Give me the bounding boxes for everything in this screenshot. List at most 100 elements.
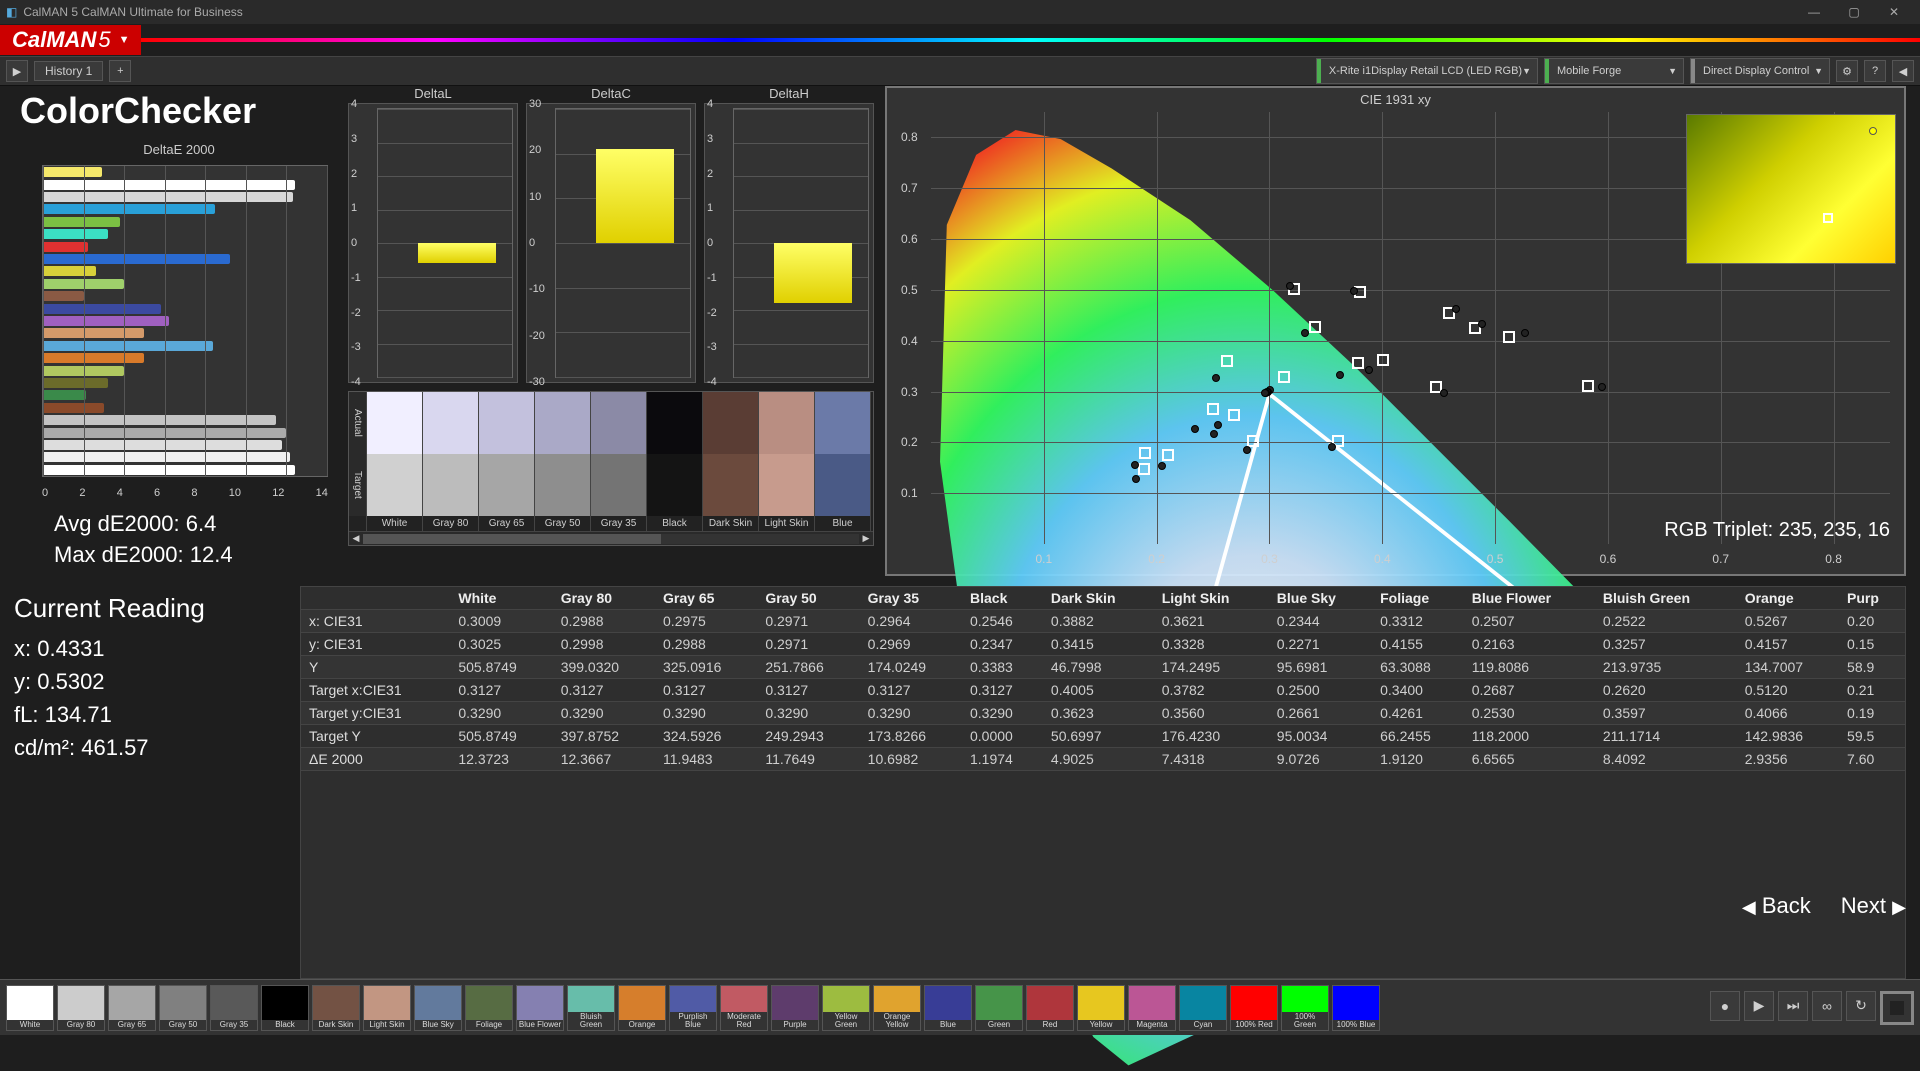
scroll-left-icon[interactable]: ◀	[349, 533, 363, 544]
cie-measured	[1336, 371, 1344, 379]
cie-target	[1582, 380, 1594, 392]
bottom-swatch[interactable]: Purple	[771, 985, 819, 1031]
bottom-swatch[interactable]: 100% Green	[1281, 985, 1329, 1031]
swatch-scrollbar[interactable]: ◀ ▶	[349, 531, 873, 545]
display-status-bar	[1691, 59, 1695, 83]
record-button[interactable]: ●	[1710, 991, 1740, 1021]
cie-measured	[1261, 389, 1269, 397]
bottom-swatch[interactable]: Foliage	[465, 985, 513, 1031]
brand-menu-icon: ▼	[119, 34, 130, 46]
swatch-target	[479, 454, 535, 516]
help-button[interactable]: ?	[1864, 60, 1886, 82]
bottom-swatch[interactable]: Cyan	[1179, 985, 1227, 1031]
deltal-title: DeltaL	[348, 86, 518, 101]
stop-button[interactable]	[1880, 991, 1914, 1025]
back-button[interactable]: ◀ Back	[1742, 893, 1811, 919]
bottom-swatch[interactable]: Gray 65	[108, 985, 156, 1031]
bottom-swatch[interactable]: Green	[975, 985, 1023, 1031]
cie-measured	[1212, 374, 1220, 382]
expand-button[interactable]: ◀	[1892, 60, 1914, 82]
deltae-bar	[43, 304, 161, 314]
minimize-button[interactable]: —	[1794, 5, 1834, 19]
main-content: ColorChecker DeltaE 2000 02468101214 Avg…	[0, 86, 1920, 979]
deltah-title: DeltaH	[704, 86, 874, 101]
max-value: 12.4	[190, 542, 233, 567]
bottom-swatch[interactable]: Blue Flower	[516, 985, 564, 1031]
skip-button[interactable]: ⏭	[1778, 991, 1808, 1021]
bottom-swatch[interactable]: Blue	[924, 985, 972, 1031]
table-row: y: CIE310.30250.29980.29880.29710.29690.…	[301, 633, 1905, 656]
table-row: Target Y505.8749397.8752324.5926249.2943…	[301, 725, 1905, 748]
bottom-swatch[interactable]: Dark Skin	[312, 985, 360, 1031]
swatch-caption: Gray 80	[423, 516, 479, 531]
cie-target	[1352, 357, 1364, 369]
app-logo[interactable]: CalMAN 5 ▼	[0, 25, 141, 55]
bottom-swatch[interactable]: Gray 80	[57, 985, 105, 1031]
display-dropdown[interactable]: Direct Display Control ▼	[1690, 58, 1830, 84]
cie-measured	[1350, 287, 1358, 295]
cie-target	[1377, 354, 1389, 366]
bottom-swatch[interactable]: Blue Sky	[414, 985, 462, 1031]
cie-target	[1139, 447, 1151, 459]
loop-button[interactable]: ∞	[1812, 991, 1842, 1021]
bottom-swatch[interactable]: Gray 50	[159, 985, 207, 1031]
bottom-swatch[interactable]: Moderate Red	[720, 985, 768, 1031]
table-header: Black	[962, 587, 1043, 610]
next-icon: ▶	[1892, 897, 1906, 917]
cie-column: CIE 1931 xy 0.10.10.20.20.30.30.40.40.50…	[885, 86, 1906, 576]
bottom-swatch[interactable]: Bluish Green	[567, 985, 615, 1031]
play-button[interactable]: ▶	[1744, 991, 1774, 1021]
history-back-button[interactable]: ▶	[6, 60, 28, 82]
pattern-dropdown[interactable]: Mobile Forge ▼	[1544, 58, 1684, 84]
bottom-swatch[interactable]: Yellow	[1077, 985, 1125, 1031]
swatch-actual	[647, 392, 703, 454]
bottom-swatch[interactable]: Orange Yellow	[873, 985, 921, 1031]
settings-button[interactable]: ⚙	[1836, 60, 1858, 82]
scroll-right-icon[interactable]: ▶	[859, 533, 873, 544]
close-button[interactable]: ✕	[1874, 5, 1914, 19]
swatch-target-label: Target	[349, 454, 367, 516]
deltac-chart: DeltaC -30-20-100102030	[526, 86, 696, 383]
bottom-swatch[interactable]: Gray 35	[210, 985, 258, 1031]
current-cd: cd/m²: 461.57	[14, 731, 344, 764]
bottom-swatch[interactable]: Red	[1026, 985, 1074, 1031]
deltae-bar	[43, 465, 295, 475]
bottom-swatch[interactable]: 100% Red	[1230, 985, 1278, 1031]
add-history-button[interactable]: +	[109, 60, 131, 82]
maximize-button[interactable]: ▢	[1834, 5, 1874, 19]
swatch-caption: Dark Skin	[703, 516, 759, 531]
table-row: Y505.8749399.0320325.0916251.7866174.024…	[301, 656, 1905, 679]
source-status-bar	[1317, 59, 1321, 83]
table-header: Bluish Green	[1595, 587, 1737, 610]
cie-measured	[1440, 389, 1448, 397]
deltae-bar	[43, 415, 276, 425]
next-button[interactable]: Next ▶	[1841, 893, 1906, 919]
table-header: Gray 80	[553, 587, 655, 610]
back-icon: ◀	[1742, 897, 1756, 917]
bottom-swatch[interactable]: Light Skin	[363, 985, 411, 1031]
bottom-swatch[interactable]: 100% Blue	[1332, 985, 1380, 1031]
refresh-button[interactable]: ↻	[1846, 991, 1876, 1021]
bottom-swatch[interactable]: Purplish Blue	[669, 985, 717, 1031]
swatch-target	[535, 454, 591, 516]
chevron-down-icon: ▼	[1814, 66, 1823, 76]
bottom-swatch[interactable]: Magenta	[1128, 985, 1176, 1031]
source-dropdown[interactable]: X-Rite i1Display Retail LCD (LED RGB) ▼	[1316, 58, 1538, 84]
cie-measured	[1521, 329, 1529, 337]
playback-controls: ● ▶ ⏭ ∞ ↻	[1710, 991, 1914, 1025]
cie-measured	[1191, 425, 1199, 433]
left-column: ColorChecker DeltaE 2000 02468101214 Avg…	[14, 86, 344, 764]
history-bar: ▶ History 1 + X-Rite i1Display Retail LC…	[0, 56, 1920, 86]
table-header: Dark Skin	[1043, 587, 1154, 610]
bottom-swatch[interactable]: White	[6, 985, 54, 1031]
cie-measured	[1328, 443, 1336, 451]
bottom-swatch[interactable]: Orange	[618, 985, 666, 1031]
bottom-swatch[interactable]: Black	[261, 985, 309, 1031]
table-header: Gray 50	[757, 587, 859, 610]
brand-version: 5	[98, 27, 110, 53]
history-tab[interactable]: History 1	[34, 61, 103, 81]
table-header: Blue Sky	[1269, 587, 1372, 610]
bottom-swatch[interactable]: Yellow Green	[822, 985, 870, 1031]
cie-title: CIE 1931 xy	[887, 92, 1904, 107]
pattern-status-bar	[1545, 59, 1549, 83]
